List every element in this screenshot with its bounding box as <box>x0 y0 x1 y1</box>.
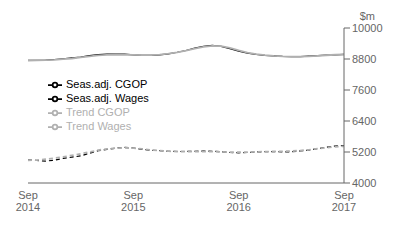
svg-text:Sep2014: Sep2014 <box>16 189 40 214</box>
svg-text:10000: 10000 <box>352 22 383 34</box>
html-text:Trend CGOP: Trend CGOP <box>66 106 130 119</box>
svg-text:6400: 6400 <box>352 115 376 127</box>
svg-text:Sep2017: Sep2017 <box>332 189 356 214</box>
svg-text:Sep2015: Sep2015 <box>121 189 145 214</box>
svg-text:4000: 4000 <box>352 177 376 189</box>
svg-text:8800: 8800 <box>352 53 376 65</box>
html-text:Seas.adj. CGOP: Seas.adj. CGOP <box>66 78 148 90</box>
html-text:$m: $m <box>359 10 375 22</box>
svg-text:7600: 7600 <box>352 84 376 96</box>
svg-text:5200: 5200 <box>352 146 376 158</box>
svg-text:Sep2016: Sep2016 <box>226 189 250 214</box>
html-text:Seas.adj. Wages: Seas.adj. Wages <box>66 92 149 105</box>
html-text:Trend Wages: Trend Wages <box>66 120 132 133</box>
